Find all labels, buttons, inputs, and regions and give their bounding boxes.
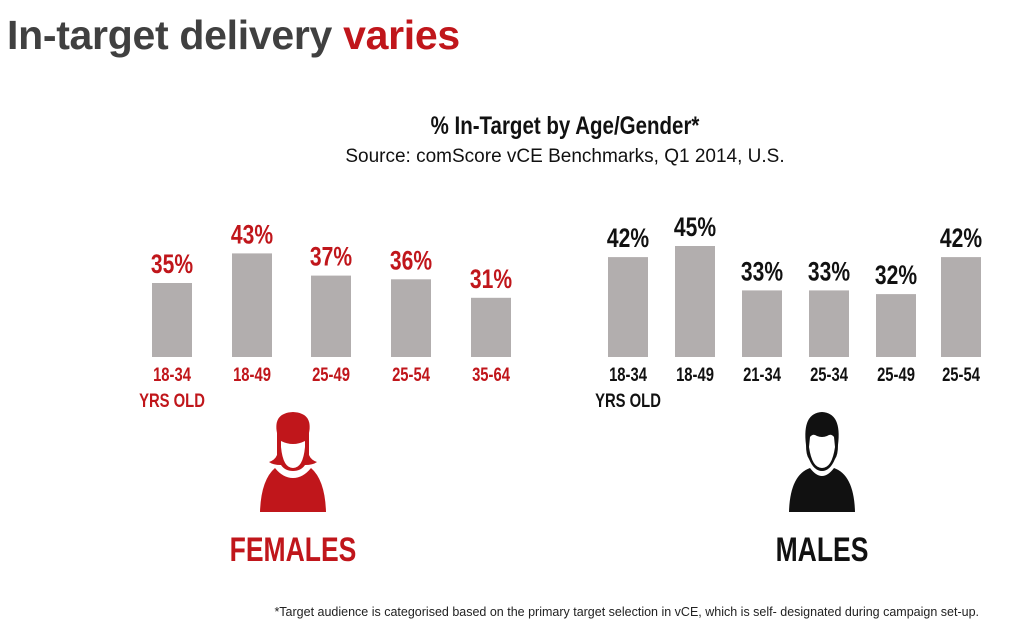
- category-label: 18-34: [609, 364, 647, 385]
- value-label: 42%: [607, 224, 649, 254]
- chart-subtitle: Source: comScore vCE Benchmarks, Q1 2014…: [345, 146, 785, 167]
- bar: [152, 283, 192, 357]
- bar: [311, 275, 351, 357]
- page-headline: In-target delivery varies: [7, 12, 460, 59]
- category-label: 25-54: [392, 364, 430, 385]
- bar: [608, 257, 648, 357]
- category-label: 18-34: [153, 364, 191, 385]
- category-label: 25-49: [877, 364, 915, 385]
- category-label: 21-34: [743, 364, 781, 385]
- bar: [809, 290, 849, 357]
- males-bars: 42% 18-34 YRS OLD 45% 18-49 33% 21-34 33% 25-34 3…: [595, 213, 982, 412]
- category-note: YRS OLD: [139, 390, 205, 411]
- females-label: FEMALES: [229, 531, 357, 569]
- females-bars: 35% 18-34 YRS OLD 43% 18-49 37% 25-49 36% 25-54 3…: [139, 220, 512, 411]
- value-label: 32%: [875, 261, 917, 291]
- males-label: MALES: [775, 531, 869, 569]
- headline-text: In-target delivery: [7, 12, 344, 58]
- value-label: 36%: [390, 246, 432, 276]
- bar: [391, 279, 431, 357]
- chart-title: % In-Target by Age/Gender*: [430, 112, 700, 140]
- bar: [941, 257, 981, 357]
- category-label: 25-34: [810, 364, 848, 385]
- female-avatar-icon: [260, 412, 326, 512]
- value-label: 45%: [674, 213, 716, 243]
- bar: [471, 297, 511, 357]
- category-label: 25-54: [942, 364, 980, 385]
- headline-accent: varies: [343, 12, 460, 58]
- bar: [675, 246, 715, 357]
- category-label: 18-49: [676, 364, 714, 385]
- value-label: 37%: [310, 242, 352, 272]
- value-label: 33%: [741, 257, 783, 287]
- category-note: YRS OLD: [595, 390, 661, 411]
- category-label: 25-49: [312, 364, 350, 385]
- category-label: 35-64: [472, 364, 510, 385]
- value-label: 31%: [470, 264, 512, 294]
- male-avatar-icon: [789, 412, 855, 512]
- value-label: 33%: [808, 257, 850, 287]
- bar: [742, 290, 782, 357]
- bar: [876, 294, 916, 357]
- value-label: 42%: [940, 224, 982, 254]
- footnote: *Target audience is categorised based on…: [274, 605, 979, 619]
- category-label: 18-49: [233, 364, 271, 385]
- value-label: 43%: [231, 220, 273, 250]
- value-label: 35%: [151, 250, 193, 280]
- bar: [232, 253, 272, 357]
